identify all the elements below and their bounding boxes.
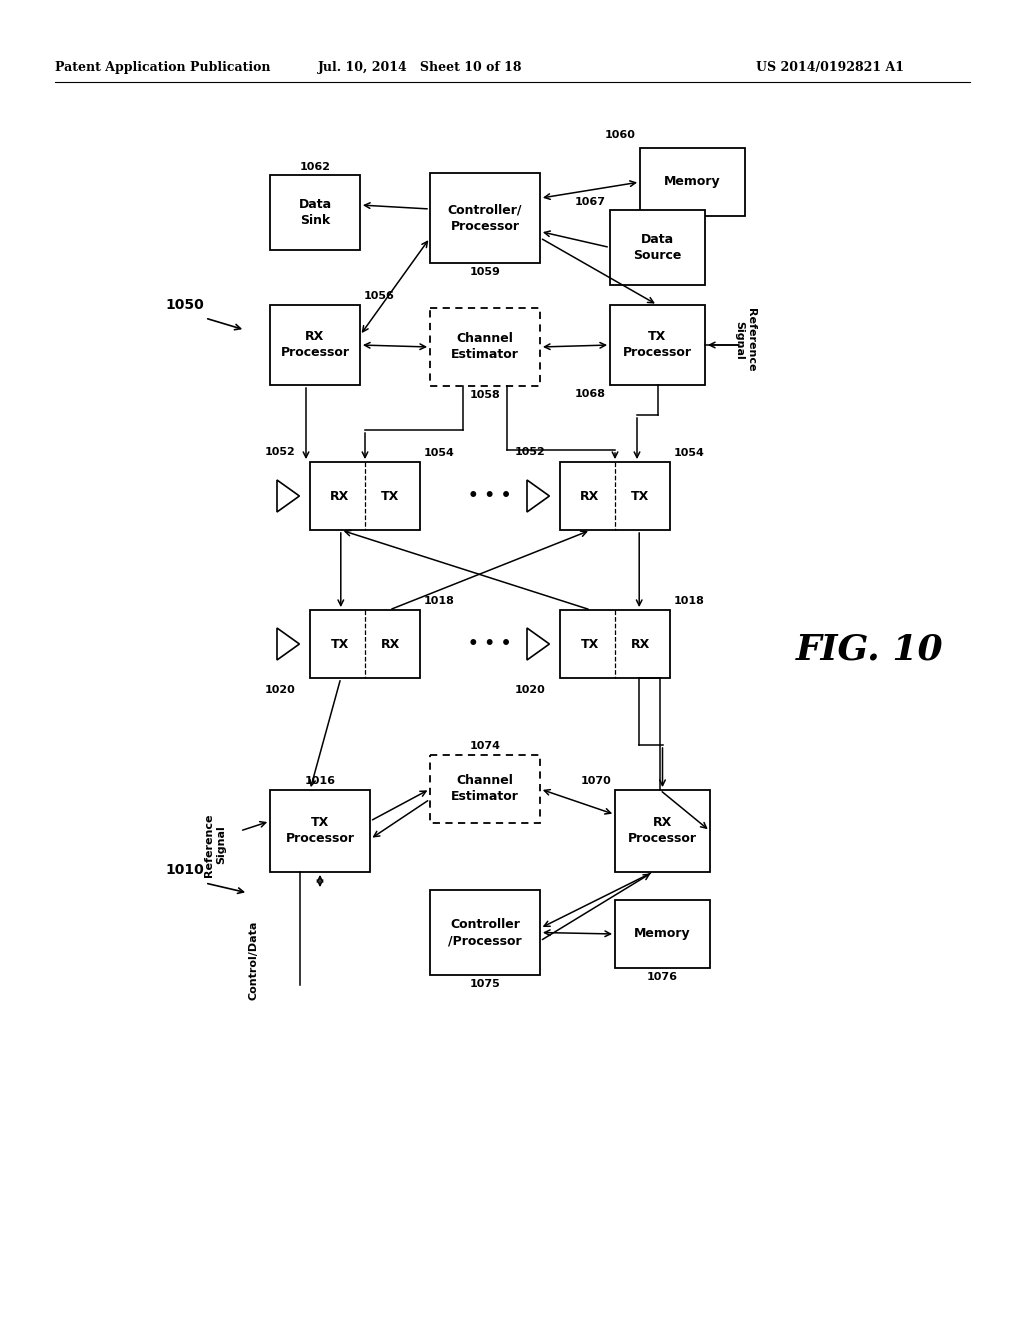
Text: Controller/
Processor: Controller/ Processor	[447, 203, 522, 232]
Text: 1075: 1075	[470, 979, 501, 989]
Text: Reference
Signal: Reference Signal	[734, 309, 756, 372]
Text: 1054: 1054	[424, 447, 455, 458]
Text: Control/Data: Control/Data	[248, 920, 258, 999]
Text: 1058: 1058	[470, 389, 501, 400]
Text: Data
Source: Data Source	[633, 234, 682, 261]
Text: 1056: 1056	[364, 290, 395, 301]
Text: 1052: 1052	[264, 447, 295, 457]
Text: 1020: 1020	[264, 685, 295, 696]
Text: • • •: • • •	[468, 487, 512, 506]
Text: Jul. 10, 2014   Sheet 10 of 18: Jul. 10, 2014 Sheet 10 of 18	[317, 62, 522, 74]
Text: Memory: Memory	[665, 176, 721, 189]
Text: 1050: 1050	[166, 298, 205, 312]
Text: TX: TX	[631, 490, 649, 503]
Bar	[430, 173, 540, 263]
Bar	[430, 755, 540, 822]
Text: • • •: • • •	[468, 635, 512, 653]
Text: 1059: 1059	[470, 267, 501, 277]
Text: RX: RX	[330, 490, 349, 503]
Bar	[615, 789, 710, 873]
Text: Reference
Signal: Reference Signal	[204, 813, 226, 876]
Text: TX
Processor: TX Processor	[286, 817, 354, 846]
Text: 1074: 1074	[469, 741, 501, 751]
Text: 1018: 1018	[424, 597, 455, 606]
Text: RX
Processor: RX Processor	[628, 817, 697, 846]
Text: 1070: 1070	[581, 776, 611, 785]
Text: 1076: 1076	[647, 972, 678, 982]
Bar	[610, 305, 705, 385]
Bar	[640, 148, 745, 216]
Bar	[270, 176, 360, 249]
Text: RX
Processor: RX Processor	[281, 330, 349, 359]
Text: 1020: 1020	[515, 685, 546, 696]
Text: 1068: 1068	[575, 389, 606, 399]
Bar	[310, 610, 420, 678]
Text: 1062: 1062	[299, 162, 331, 172]
Bar	[430, 890, 540, 975]
Text: 1052: 1052	[515, 447, 546, 457]
Text: Data
Sink: Data Sink	[298, 198, 332, 227]
Bar	[270, 305, 360, 385]
Text: Controller
/Processor: Controller /Processor	[449, 917, 522, 946]
Text: TX
Processor: TX Processor	[623, 330, 692, 359]
Text: TX: TX	[581, 638, 599, 651]
Bar	[310, 462, 420, 531]
Text: Patent Application Publication: Patent Application Publication	[55, 62, 270, 74]
Text: TX: TX	[381, 490, 399, 503]
Text: 1010: 1010	[166, 863, 205, 876]
Text: Channel
Estimator: Channel Estimator	[451, 333, 519, 362]
Text: RX: RX	[381, 638, 400, 651]
Bar	[560, 610, 670, 678]
Text: Channel
Estimator: Channel Estimator	[451, 775, 519, 804]
Bar	[270, 789, 370, 873]
Text: RX: RX	[631, 638, 650, 651]
Bar	[560, 462, 670, 531]
Text: US 2014/0192821 A1: US 2014/0192821 A1	[756, 62, 904, 74]
Text: FIG. 10: FIG. 10	[797, 634, 944, 667]
Text: TX: TX	[331, 638, 349, 651]
Text: 1018: 1018	[674, 597, 705, 606]
Bar	[610, 210, 705, 285]
Bar	[615, 900, 710, 968]
Text: Memory: Memory	[634, 928, 691, 940]
Text: 1054: 1054	[674, 447, 705, 458]
Bar	[430, 308, 540, 385]
Text: 1067: 1067	[575, 197, 606, 207]
Text: 1060: 1060	[605, 129, 636, 140]
Text: 1016: 1016	[304, 776, 336, 785]
Text: RX: RX	[580, 490, 599, 503]
